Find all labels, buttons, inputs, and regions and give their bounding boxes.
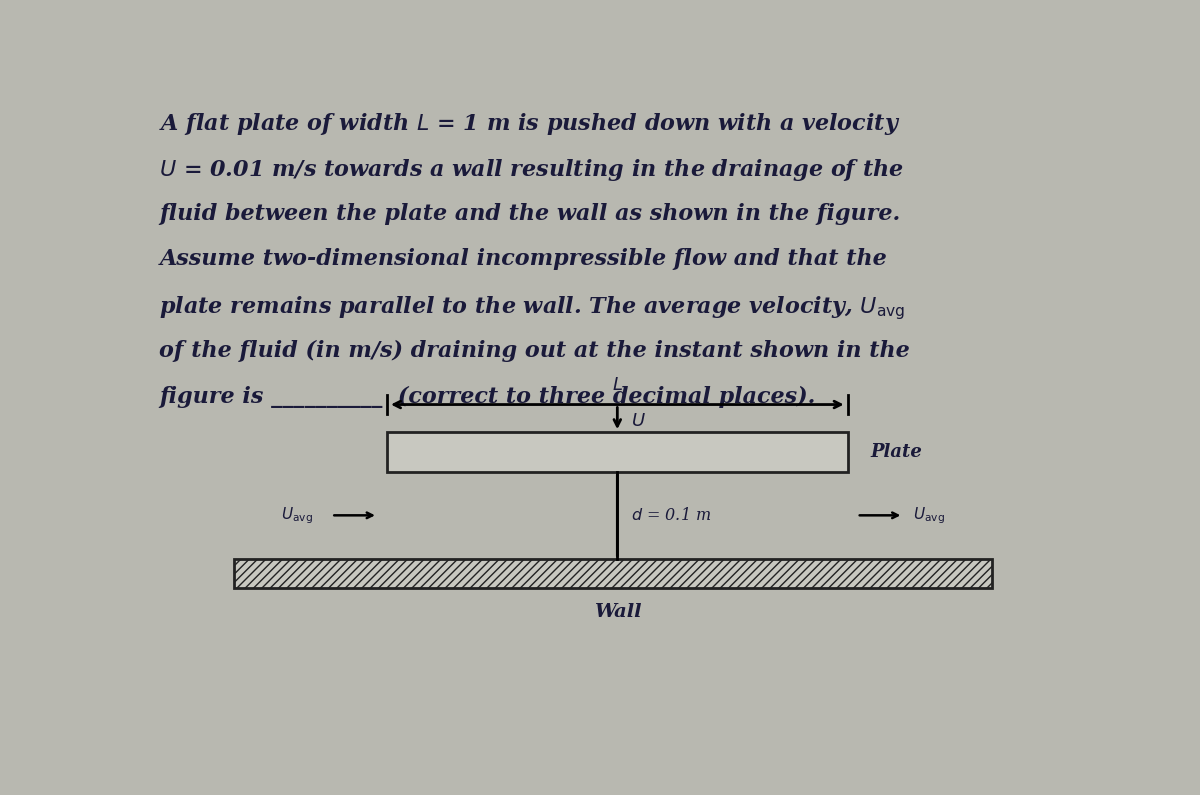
Text: fluid between the plate and the wall as shown in the figure.: fluid between the plate and the wall as … (160, 203, 900, 224)
Text: plate remains parallel to the wall. The average velocity, $\it{U}_{\rm avg}$: plate remains parallel to the wall. The … (160, 294, 906, 322)
Text: Assume two-dimensional incompressible flow and that the: Assume two-dimensional incompressible fl… (160, 248, 887, 270)
Text: $\it{d}$ = 0.1 m: $\it{d}$ = 0.1 m (631, 507, 712, 524)
Text: Plate: Plate (871, 443, 923, 461)
Text: Wall: Wall (594, 603, 641, 622)
Bar (234, 559, 991, 588)
Text: $\it{U}$ = 0.01 m/s towards a wall resulting in the drainage of the: $\it{U}$ = 0.01 m/s towards a wall resul… (160, 157, 905, 183)
Text: $\it{L}$: $\it{L}$ (612, 375, 623, 394)
Text: $\it{U}$: $\it{U}$ (631, 413, 646, 430)
Text: A flat plate of width $\it{L}$ = 1 m is pushed down with a velocity: A flat plate of width $\it{L}$ = 1 m is … (160, 111, 901, 137)
Text: figure is __________  (correct to three decimal places).: figure is __________ (correct to three d… (160, 386, 816, 409)
Text: of the fluid (in m/s) draining out at the instant shown in the: of the fluid (in m/s) draining out at th… (160, 340, 910, 363)
Text: $\it{U}_{\rm avg}$: $\it{U}_{\rm avg}$ (913, 505, 944, 525)
Bar (388, 432, 847, 472)
Text: $\it{U}_{\rm avg}$: $\it{U}_{\rm avg}$ (281, 505, 313, 525)
